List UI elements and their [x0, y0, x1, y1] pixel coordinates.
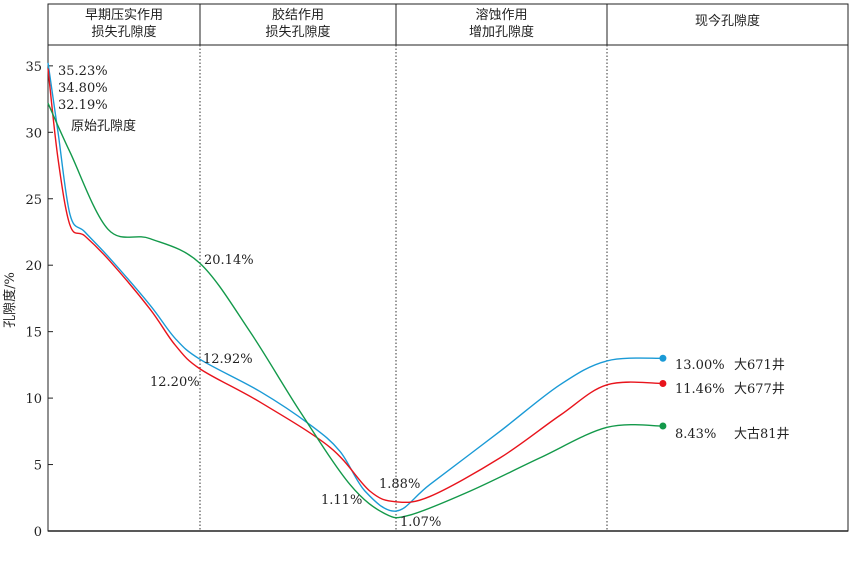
y-tick-label: 10 — [25, 392, 42, 407]
stage-header-1: 损失孔隙度 — [91, 24, 156, 40]
stage-header-3: 溶蚀作用 — [475, 8, 527, 23]
label-end-red: 11.46% — [675, 382, 725, 397]
y-tick-label: 25 — [25, 193, 42, 208]
series-end-marker-3 — [659, 422, 667, 430]
legend-well-red: 大677井 — [734, 382, 785, 397]
label-blue-stage2: 1.11% — [321, 493, 362, 508]
stage-header-2: 损失孔隙度 — [265, 24, 330, 40]
label-green-stage2: 1.07% — [400, 515, 441, 530]
legend-well-blue: 大671井 — [734, 358, 785, 373]
y-axis-label: 孔隙度/% — [2, 272, 18, 328]
label-start-green: 32.19% — [58, 98, 108, 113]
y-tick-label: 15 — [25, 326, 42, 341]
series-line-3 — [47, 102, 663, 519]
plot-frame — [47, 3, 849, 532]
label-green-stage1: 20.14% — [204, 253, 254, 268]
stage-header-4: 现今孔隙度 — [695, 13, 760, 29]
series-line-2 — [47, 68, 663, 504]
stage-header-1: 早期压实作用 — [85, 8, 163, 23]
legend-well-green: 大古81井 — [734, 427, 790, 442]
series-line-1 — [47, 62, 663, 512]
label-end-green: 8.43% — [675, 427, 716, 442]
stage-header-2: 胶结作用 — [272, 7, 324, 23]
label-start-blue: 35.23% — [58, 64, 108, 79]
label-original-porosity: 原始孔隙度 — [71, 118, 136, 134]
y-tick-label: 35 — [25, 60, 42, 75]
y-tick-label: 5 — [34, 459, 42, 474]
label-red-stage1: 12.20% — [150, 375, 200, 390]
y-tick-label: 20 — [25, 259, 42, 274]
label-end-blue: 13.00% — [675, 358, 725, 373]
stage-header-3: 增加孔隙度 — [469, 24, 534, 40]
y-tick-label: 0 — [34, 525, 42, 540]
label-blue-stage1: 12.92% — [203, 352, 253, 367]
series-end-marker-1 — [659, 354, 667, 362]
label-start-red: 34.80% — [58, 81, 108, 96]
label-red-stage2: 1.88% — [379, 477, 420, 492]
series-end-marker-2 — [659, 379, 667, 387]
y-tick-label: 30 — [25, 126, 42, 141]
